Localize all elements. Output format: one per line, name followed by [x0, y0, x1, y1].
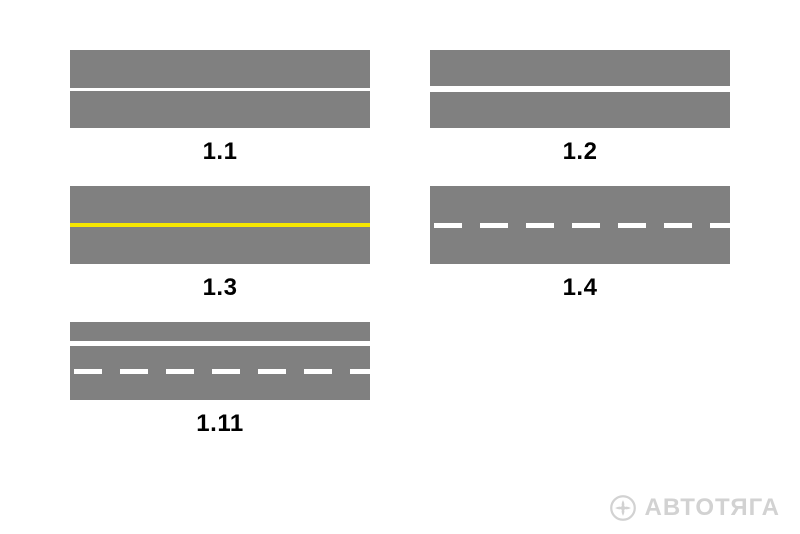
watermark: АВТОТЯГА: [609, 494, 781, 522]
watermark-text: АВТОТЯГА: [645, 494, 781, 522]
panel-label: 1.3: [203, 274, 238, 302]
marking-line: [70, 223, 370, 227]
turbo-icon: [609, 494, 637, 522]
marking-line: [70, 88, 370, 91]
dash: [166, 369, 194, 374]
dash: [434, 223, 462, 228]
panel-label: 1.4: [563, 274, 598, 302]
dash: [618, 223, 646, 228]
marking-line: [430, 86, 730, 92]
road-1-3: [70, 186, 370, 264]
panel-1-1: 1.1: [70, 50, 370, 186]
dash: [572, 223, 600, 228]
dash: [212, 369, 240, 374]
road-1-1: [70, 50, 370, 128]
dash: [120, 369, 148, 374]
road-1-11: [70, 322, 370, 400]
dash: [526, 223, 554, 228]
panel-1-11: 1.11: [70, 322, 370, 458]
marking-solid-top: [70, 341, 370, 346]
dash: [304, 369, 332, 374]
diagram-grid: 1.1 1.2 1.3 1.4: [0, 0, 800, 458]
panel-1-3: 1.3: [70, 186, 370, 322]
dash: [350, 369, 370, 374]
dash: [258, 369, 286, 374]
dash: [480, 223, 508, 228]
road-1-4: [430, 186, 730, 264]
marking-dashed-bottom: [70, 369, 370, 374]
panel-label: 1.1: [203, 138, 238, 166]
dash: [710, 223, 730, 228]
panel-1-4: 1.4: [430, 186, 730, 322]
panel-label: 1.11: [196, 410, 243, 438]
dash: [664, 223, 692, 228]
road-1-2: [430, 50, 730, 128]
panel-1-2: 1.2: [430, 50, 730, 186]
asphalt: [70, 322, 370, 400]
dash: [74, 369, 102, 374]
marking-dashed: [430, 223, 730, 228]
panel-label: 1.2: [563, 138, 598, 166]
